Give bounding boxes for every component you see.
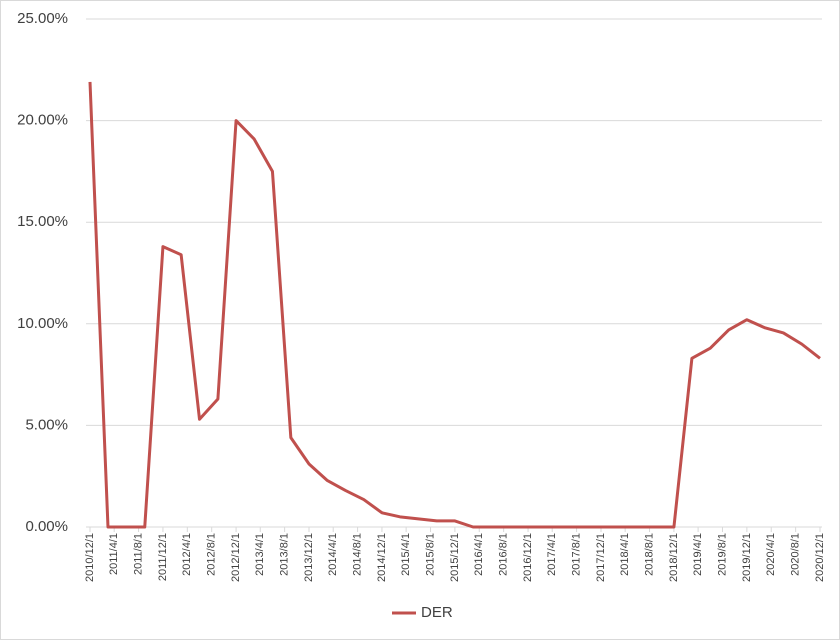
y-tick-label: 15.00% [17, 213, 68, 230]
x-tick-label: 2011/8/1 [132, 533, 144, 575]
x-tick-label: 2010/12/1 [84, 533, 96, 582]
y-tick-label: 25.00% [17, 10, 68, 27]
x-tick-label: 2011/12/1 [157, 533, 169, 581]
x-tick-label: 2019/4/1 [692, 533, 704, 576]
x-tick-label: 2019/8/1 [716, 533, 728, 576]
x-tick-label: 2011/4/1 [108, 533, 120, 575]
y-tick-label: 0.00% [25, 518, 68, 535]
x-tick-label: 2013/12/1 [303, 533, 315, 582]
x-tick-label: 2017/8/1 [571, 533, 583, 576]
x-tick-label: 2020/8/1 [790, 533, 802, 576]
x-tick-label: 2016/4/1 [473, 533, 485, 576]
x-tick-label: 2014/12/1 [376, 533, 388, 582]
x-tick-label: 2020/12/1 [814, 533, 826, 582]
x-tick-label: 2018/12/1 [668, 533, 680, 582]
x-tick-label: 2014/4/1 [327, 533, 339, 576]
y-tick-label: 5.00% [25, 416, 68, 433]
x-tick-label: 2014/8/1 [351, 533, 363, 576]
x-tick-label: 2013/4/1 [254, 533, 266, 576]
x-tick-label: 2016/8/1 [498, 533, 510, 576]
x-tick-label: 2015/4/1 [400, 533, 412, 576]
y-tick-label: 20.00% [17, 112, 68, 129]
x-tick-label: 2018/8/1 [643, 533, 655, 576]
x-tick-label: 2020/4/1 [765, 533, 777, 576]
x-tick-label: 2012/4/1 [181, 533, 193, 576]
y-tick-label: 10.00% [17, 315, 68, 332]
x-tick-label: 2019/12/1 [741, 533, 753, 582]
data-line [88, 81, 821, 529]
x-tick-label: 2012/8/1 [206, 533, 218, 576]
x-tick-label: 2017/4/1 [546, 533, 558, 576]
x-tick-label: 2013/8/1 [279, 533, 291, 576]
x-tick-label: 2015/12/1 [449, 533, 461, 582]
x-tick-label: 2015/8/1 [424, 533, 436, 576]
x-tick-label: 2012/12/1 [230, 533, 242, 582]
x-tick-label: 2017/12/1 [595, 533, 607, 582]
x-tick-label: 2018/4/1 [619, 533, 631, 576]
x-tick-label: 2016/12/1 [522, 533, 534, 582]
legend-label: DER [421, 604, 453, 621]
